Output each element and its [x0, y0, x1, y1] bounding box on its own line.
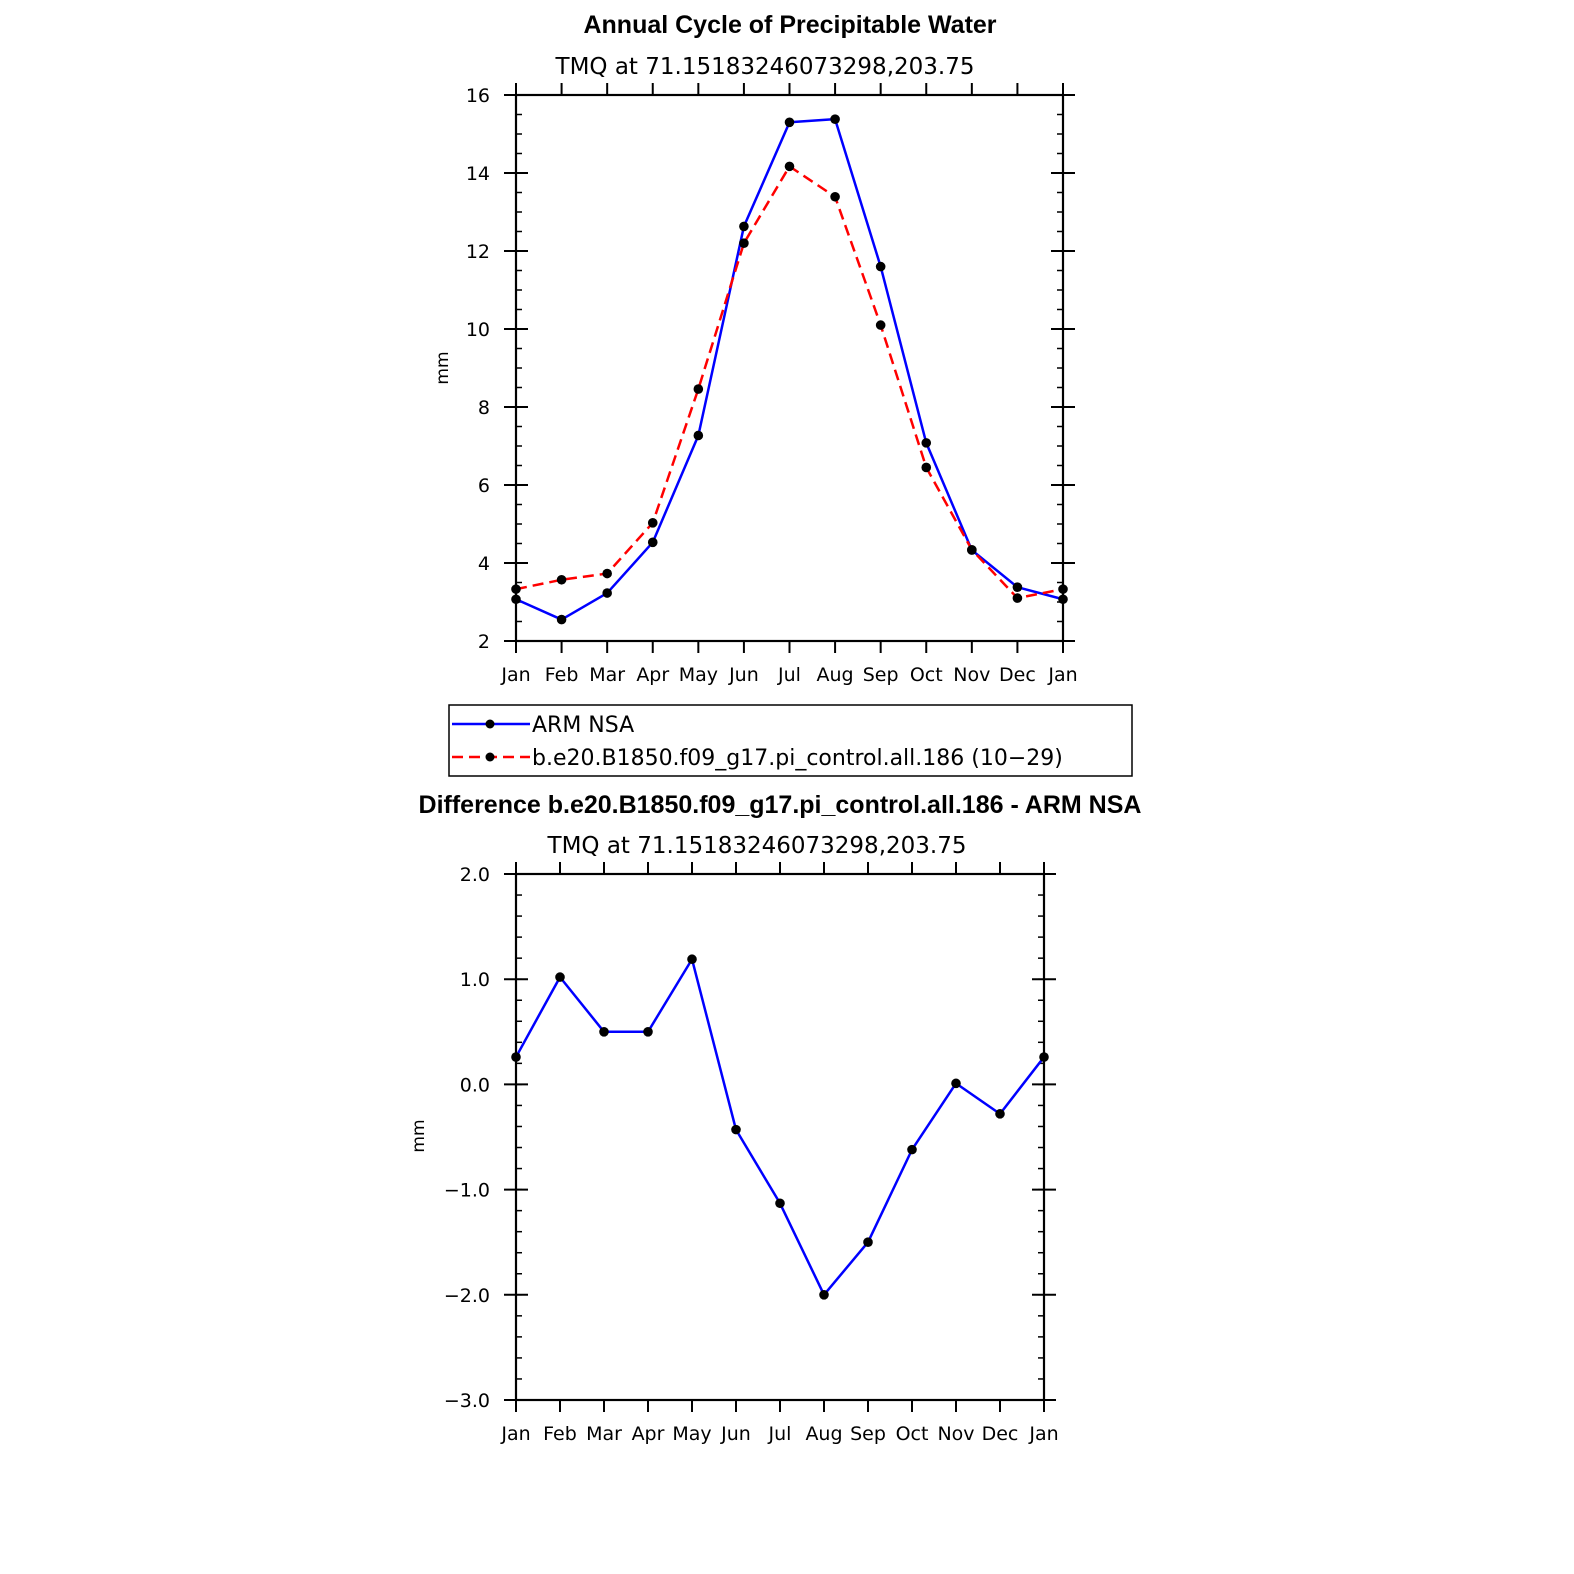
top-x-tick-label: Aug [817, 664, 854, 686]
bottom-series-0-point [775, 1198, 785, 1208]
bottom-series-0-point [555, 972, 565, 982]
top-y-axis-label: mm [433, 351, 453, 384]
top-series-1-point [739, 238, 749, 248]
top-y-tick-label: 8 [478, 397, 490, 419]
top-series-0-point [785, 118, 795, 128]
bottom-y-tick-label: 1.0 [460, 969, 490, 991]
legend: ARM NSA b.e20.B1850.f09_g17.pi_control.a… [449, 705, 1132, 776]
top-series-1-point [557, 575, 567, 585]
bottom-series-0-point [599, 1027, 609, 1037]
bottom-series-0-point [687, 954, 697, 964]
top-series-0-point [511, 594, 521, 604]
top-x-tick-label: Dec [999, 664, 1036, 686]
top-series-0-point [876, 262, 886, 272]
top-series-0-point [1058, 594, 1068, 604]
bottom-chart-subtitle: TMQ at 71.15183246073298,203.75 [547, 833, 967, 859]
bottom-chart-title: Difference b.e20.B1850.f09_g17.pi_contro… [419, 791, 1142, 819]
bottom-x-tick-label: Nov [937, 1423, 974, 1445]
top-x-tick-label: Nov [953, 664, 990, 686]
bottom-x-tick-label: Jan [500, 1423, 530, 1445]
top-series-1-point [1058, 584, 1068, 594]
bottom-x-tick-label: Aug [805, 1423, 842, 1445]
bottom-series-0-point [995, 1109, 1005, 1119]
bottom-x-tick-label: Feb [543, 1423, 577, 1445]
bottom-series-0-point [1039, 1052, 1049, 1062]
top-series-1-point [785, 162, 795, 172]
top-series-0-point [739, 222, 749, 232]
bottom-x-tick-label: Jul [768, 1423, 792, 1445]
top-x-tick-label: Mar [589, 664, 625, 686]
bottom-y-axis-label: mm [409, 1119, 429, 1152]
top-series-1-point [921, 463, 931, 473]
top-x-tick-label: Oct [910, 664, 943, 686]
top-y-tick-label: 12 [466, 241, 490, 263]
top-series-1-point [967, 545, 977, 555]
top-series-1-point [511, 584, 521, 594]
legend-marker-arm-nsa [486, 720, 495, 729]
top-series-1-point [602, 569, 612, 579]
bottom-y-tick-label: −3.0 [444, 1390, 490, 1412]
top-series-0-point [921, 438, 931, 448]
bottom-x-tick-label: May [672, 1423, 711, 1445]
bottom-y-tick-label: 0.0 [460, 1074, 490, 1096]
bottom-series-0-point [951, 1079, 961, 1089]
legend-label-model: b.e20.B1850.f09_g17.pi_control.all.186 (… [532, 746, 1063, 771]
top-series-0-point [830, 114, 840, 124]
bottom-x-tick-label: Dec [982, 1423, 1019, 1445]
top-x-tick-label: Jan [1047, 664, 1077, 686]
top-series-0-point [648, 538, 658, 548]
top-series-0-point [1013, 582, 1023, 592]
top-x-tick-label: Jul [777, 664, 801, 686]
top-y-tick-label: 14 [466, 163, 490, 185]
bottom-x-tick-label: Jan [1028, 1423, 1058, 1445]
bottom-series-0-point [643, 1027, 653, 1037]
top-series-0-point [694, 431, 704, 441]
bottom-x-tick-label: Oct [896, 1423, 929, 1445]
top-y-tick-label: 4 [478, 553, 490, 575]
bottom-y-tick-label: −2.0 [444, 1285, 490, 1307]
top-series-1-point [694, 384, 704, 394]
bottom-x-tick-label: Jun [720, 1423, 751, 1445]
top-x-tick-label: Apr [636, 664, 669, 686]
top-y-tick-label: 2 [478, 631, 490, 653]
bottom-x-tick-label: Sep [850, 1423, 886, 1445]
top-y-tick-label: 16 [466, 85, 490, 107]
bottom-series-0-point [511, 1052, 521, 1062]
top-chart-subtitle: TMQ at 71.15183246073298,203.75 [555, 54, 975, 80]
top-series-0-point [602, 588, 612, 598]
top-x-tick-label: May [679, 664, 718, 686]
top-x-tick-label: Jun [728, 664, 759, 686]
bottom-series-0-point [863, 1237, 873, 1247]
top-x-tick-label: Sep [863, 664, 899, 686]
top-y-tick-label: 10 [466, 319, 490, 341]
bottom-series-0-point [819, 1290, 829, 1300]
bottom-series-0-point [731, 1125, 741, 1135]
bottom-x-tick-label: Mar [586, 1423, 622, 1445]
legend-label-arm-nsa: ARM NSA [532, 713, 634, 738]
top-x-tick-label: Jan [500, 664, 530, 686]
top-x-tick-label: Feb [545, 664, 579, 686]
bottom-y-tick-label: −1.0 [444, 1180, 490, 1202]
top-series-1-point [648, 518, 658, 528]
top-series-0-point [557, 615, 567, 625]
top-chart-title: Annual Cycle of Precipitable Water [583, 11, 996, 39]
top-series-1-point [1013, 593, 1023, 603]
bottom-y-tick-label: 2.0 [460, 864, 490, 886]
bottom-series-0-point [907, 1145, 917, 1155]
bottom-x-tick-label: Apr [632, 1423, 665, 1445]
top-series-1-point [830, 192, 840, 202]
legend-marker-model [486, 753, 495, 762]
top-y-tick-label: 6 [478, 475, 490, 497]
top-series-1-point [876, 320, 886, 330]
